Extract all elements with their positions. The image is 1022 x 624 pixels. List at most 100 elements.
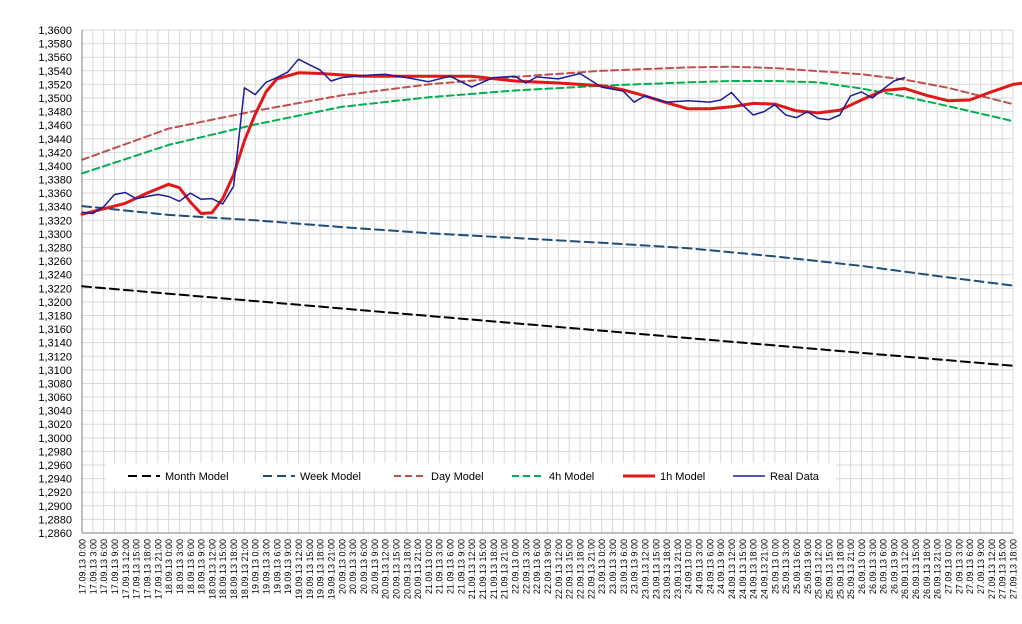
x-tick-label: 25.09.13 0:00: [770, 539, 780, 594]
x-tick-labels: 17.09.13 0:00 17.09.13 3:00 17.09.13 6:00 1…: [78, 539, 1019, 599]
x-tick-label: 27.09.13 12:00: [987, 539, 997, 599]
x-tick-label: 24.09.13 3:00: [695, 539, 705, 594]
y-tick-label: 1,3380: [38, 175, 72, 187]
x-tick-label: 26.09.13 21:00: [933, 539, 943, 599]
x-tick-label: 26.09.13 6:00: [879, 539, 889, 594]
x-tick-label: 19.09.13 9:00: [283, 539, 293, 594]
x-tick-label: 18.09.13 21:00: [240, 539, 250, 599]
x-tick-label: 22.09.13 15:00: [565, 539, 575, 599]
y-tick-label: 1,3420: [38, 147, 72, 159]
x-tick-label: 18.09.13 6:00: [186, 539, 196, 594]
legend: Month Model Week Model Day Model 4h Model 1h…: [106, 463, 836, 489]
x-tick-label: 19.09.13 21:00: [326, 539, 336, 599]
x-tick-label: 20.09.13 21:00: [413, 539, 423, 599]
x-tick-label: 27.09.13 9:00: [976, 539, 986, 594]
y-tick-label: 1,3500: [38, 93, 72, 105]
legend-label-1h-model: 1h Model: [660, 471, 705, 483]
x-tick-label: 18.09.13 15:00: [218, 539, 228, 599]
y-tick-label: 1,3080: [38, 378, 72, 390]
x-tick-label: 24.09.13 9:00: [716, 539, 726, 594]
series-line-4h-model: [81, 80, 1014, 175]
x-tick-label: 25.09.13 3:00: [781, 539, 791, 594]
x-tick-label: 17.09.13 12:00: [121, 539, 131, 599]
y-tick-label: 1,3120: [38, 351, 72, 363]
x-tick-label: 20.09.13 3:00: [348, 539, 358, 594]
x-tick-label: 20.09.13 9:00: [370, 539, 380, 594]
x-tick-label: 26.09.13 12:00: [900, 539, 910, 599]
y-tick-label: 1,2920: [38, 487, 72, 499]
series-line-day-model: [81, 65, 1014, 161]
y-tick-label: 1,3060: [38, 392, 72, 404]
x-tick-label: 20.09.13 18:00: [402, 539, 412, 599]
y-tick-label: 1,3240: [38, 270, 72, 282]
x-tick-label: 21.09.13 15:00: [478, 539, 488, 599]
y-tick-label: 1,3200: [38, 297, 72, 309]
x-tick-label: 23.09.13 6:00: [619, 539, 629, 594]
y-tick-label: 1,3180: [38, 310, 72, 322]
x-tick-label: 27.09.13 6:00: [965, 539, 975, 594]
legend-box: [106, 463, 836, 489]
x-tick-label: 27.09.13 0:00: [944, 539, 954, 594]
y-tick-label: 1,2900: [38, 501, 72, 513]
legend-label-month-model: Month Model: [165, 471, 229, 483]
y-tick-label: 1,3600: [38, 25, 72, 37]
x-tick-label: 23.09.13 9:00: [630, 539, 640, 594]
x-tick-label: 20.09.13 6:00: [359, 539, 369, 594]
series-line-1h-model: [80, 71, 1022, 216]
y-tick-label: 1,3140: [38, 338, 72, 350]
x-tick-label: 17.09.13 6:00: [99, 539, 109, 594]
y-tick-label: 1,3300: [38, 229, 72, 241]
y-tick-label: 1,2960: [38, 460, 72, 472]
y-tick-label: 1,3020: [38, 419, 72, 431]
x-tick-label: 27.09.13 3:00: [954, 539, 964, 594]
x-tick-label: 25.09.13 18:00: [835, 539, 845, 599]
x-tick-label: 22.09.13 6:00: [532, 539, 542, 594]
x-tick-label: 26.09.13 9:00: [889, 539, 899, 594]
x-tick-label: 17.09.13 9:00: [110, 539, 120, 594]
x-tick-label: 24.09.13 12:00: [727, 539, 737, 599]
x-tick-label: 25.09.13 9:00: [803, 539, 813, 594]
y-tick-label: 1,3480: [38, 107, 72, 119]
x-tick-label: 24.09.13 6:00: [705, 539, 715, 594]
x-tick-label: 19.09.13 3:00: [262, 539, 272, 594]
x-tick-label: 24.09.13 18:00: [749, 539, 759, 599]
y-tick-label: 1,2980: [38, 446, 72, 458]
legend-label-real-data: Real Data: [770, 471, 820, 483]
x-tick-label: 21.09.13 9:00: [456, 539, 466, 594]
x-tick-label: 17.09.13 0:00: [78, 539, 88, 594]
y-tick-label: 1,3580: [38, 39, 72, 51]
legend-label-week-model: Week Model: [300, 471, 361, 483]
y-tick-label: 1,2940: [38, 474, 72, 486]
x-tick-label: 23.09.13 0:00: [597, 539, 607, 594]
x-tick-label: 19.09.13 18:00: [316, 539, 326, 599]
x-tick-label: 26.09.13 15:00: [911, 539, 921, 599]
x-tick-label: 20.09.13 12:00: [381, 539, 391, 599]
y-tick-label: 1,3040: [38, 406, 72, 418]
y-tick-label: 1,3520: [38, 79, 72, 91]
x-tick-label: 19.09.13 12:00: [294, 539, 304, 599]
x-tick-label: 22.09.13 18:00: [575, 539, 585, 599]
x-tick-label: 24.09.13 21:00: [760, 539, 770, 599]
y-tick-label: 1,3460: [38, 120, 72, 132]
y-tick-label: 1,3540: [38, 66, 72, 78]
y-tick-label: 1,3400: [38, 161, 72, 173]
y-tick-label: 1,2880: [38, 514, 72, 526]
x-tick-label: 21.09.13 18:00: [489, 539, 499, 599]
x-tick-label: 24.09.13 0:00: [684, 539, 694, 594]
x-tick-label: 18.09.13 0:00: [164, 539, 174, 594]
y-tick-label: 1,3360: [38, 188, 72, 200]
x-tick-label: 27.09.13 15:00: [998, 539, 1008, 599]
y-tick-label: 1,3260: [38, 256, 72, 268]
x-tick-label: 26.09.13 3:00: [868, 539, 878, 594]
x-tick-label: 20.09.13 15:00: [391, 539, 401, 599]
x-tick-label: 21.09.13 21:00: [500, 539, 510, 599]
y-tick-label: 1,2860: [38, 528, 72, 540]
x-tick-label: 22.09.13 9:00: [543, 539, 553, 594]
x-tick-label: 25.09.13 12:00: [814, 539, 824, 599]
x-tick-label: 18.09.13 9:00: [197, 539, 207, 594]
series-line-week-model: [81, 205, 1014, 287]
x-tick-label: 19.09.13 15:00: [305, 539, 315, 599]
